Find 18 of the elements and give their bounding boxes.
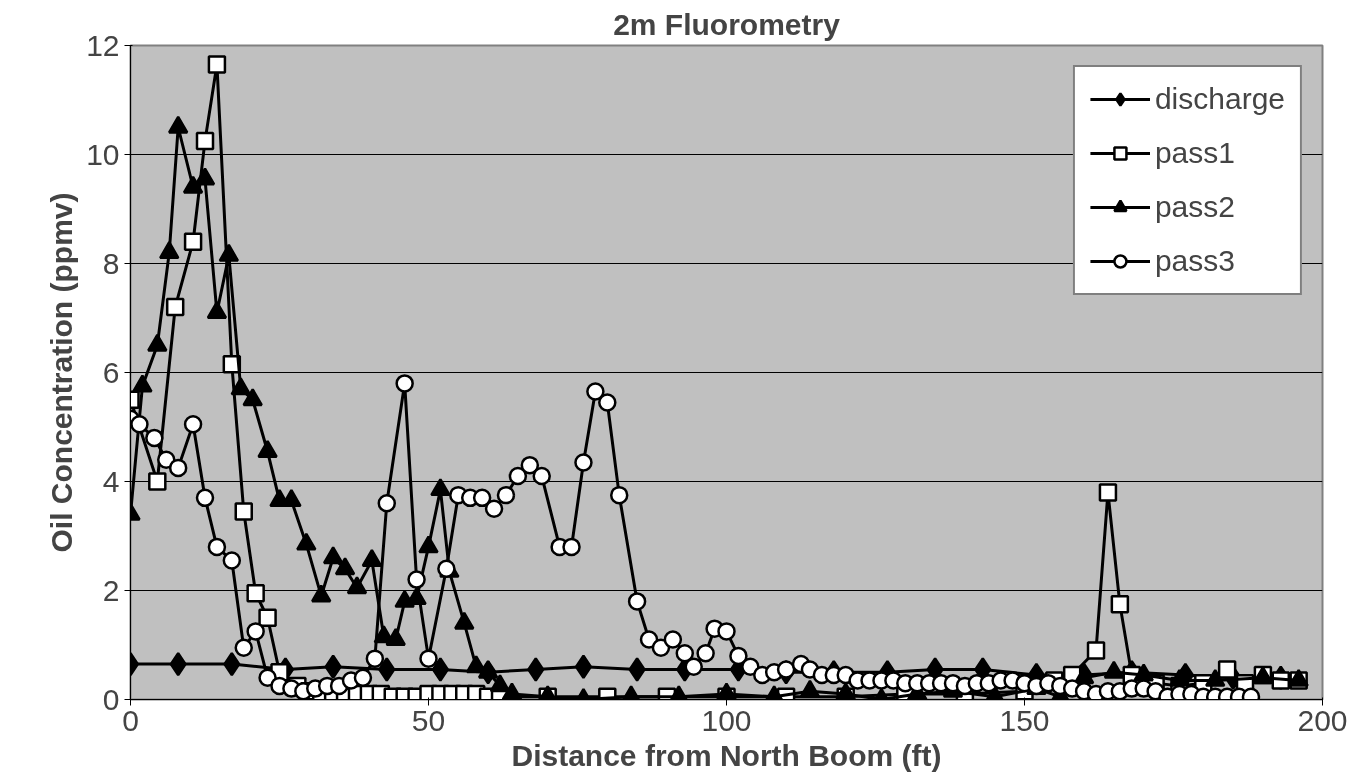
- y-tick-label: 2: [102, 573, 120, 607]
- legend-label: pass1: [1154, 136, 1235, 170]
- y-tick-label: 6: [102, 355, 120, 389]
- x-tick-label: 150: [999, 703, 1050, 737]
- y-tick-label: 4: [102, 464, 120, 498]
- legend-label: pass2: [1154, 190, 1235, 224]
- y-tick-label: 8: [102, 246, 120, 280]
- x-tick-label: 100: [701, 703, 752, 737]
- y-tick-label: 0: [102, 682, 120, 716]
- x-axis-title: Distance from North Boom (ft): [511, 738, 942, 772]
- x-tick-label: 50: [411, 703, 446, 737]
- y-tick-label: 12: [86, 28, 120, 62]
- y-tick-label: 10: [86, 137, 120, 171]
- x-tick-label: 200: [1297, 703, 1348, 737]
- y-axis-title: Oil Concentration (ppmv): [45, 192, 79, 553]
- legend-label: pass3: [1154, 244, 1235, 278]
- chart-title: 2m Fluorometry: [613, 7, 841, 41]
- legend-label: discharge: [1154, 82, 1285, 116]
